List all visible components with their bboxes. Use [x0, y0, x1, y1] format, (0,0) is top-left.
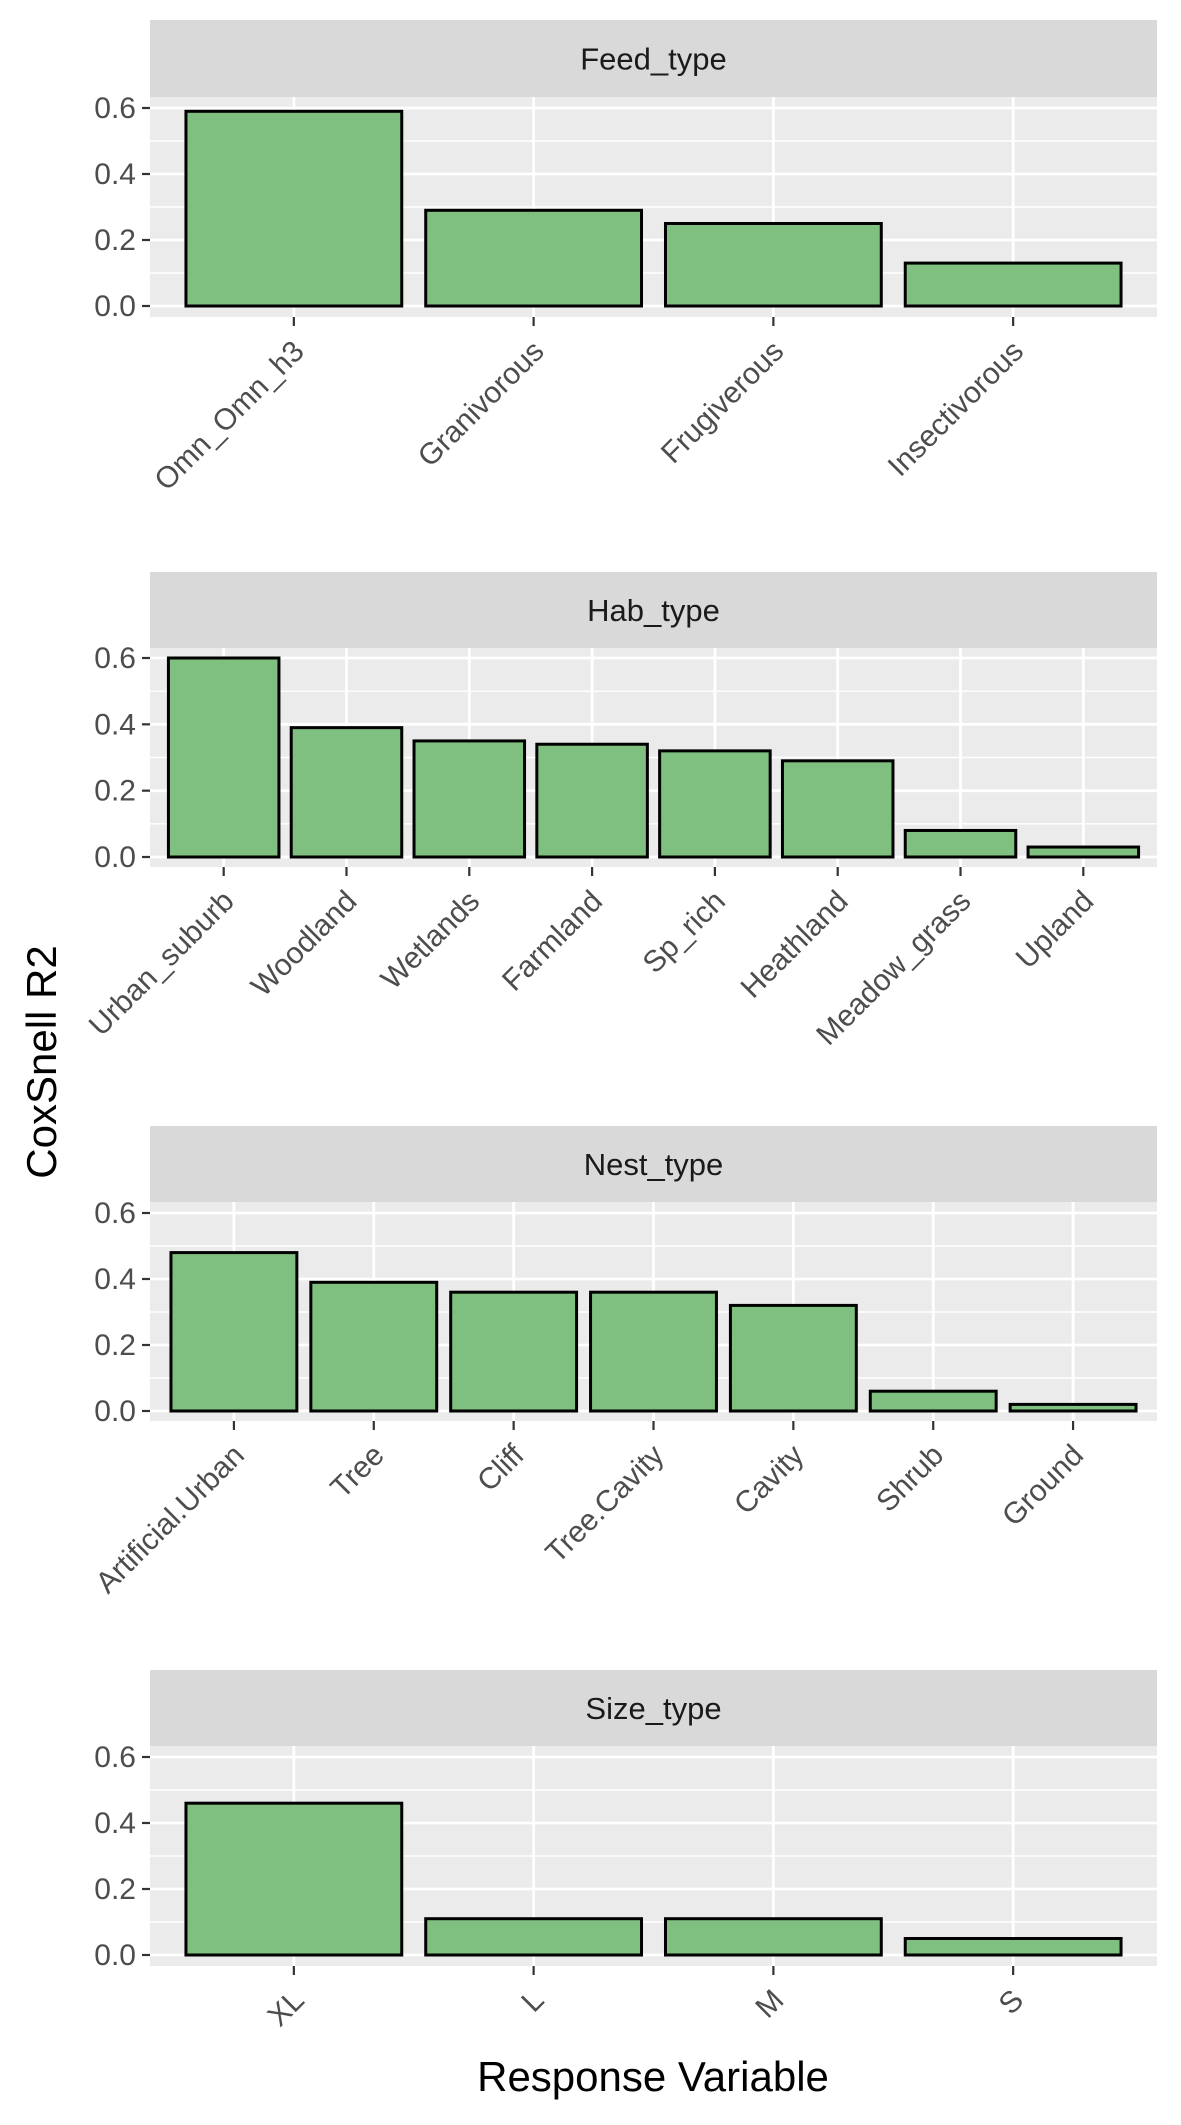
facet-title: Hab_type: [587, 593, 720, 628]
y-tick-label: 0.2: [94, 1329, 136, 1362]
x-tick-label: Heathland: [735, 885, 855, 1005]
y-tick-label: 0.2: [94, 1873, 136, 1906]
y-tick-label: 0.0: [94, 841, 136, 874]
y-tick-label: 0.6: [94, 92, 136, 125]
bar-Cliff: [449, 1290, 579, 1413]
x-tick-label: Insectivorous: [882, 335, 1030, 483]
bar-XL: [184, 1801, 404, 1957]
bar-Sp_rich: [658, 749, 772, 859]
y-tick-label: 0.4: [94, 158, 136, 191]
x-tick-label: Farmland: [496, 885, 609, 998]
facet-strip: [150, 1670, 1157, 1746]
y-tick-label: 0.2: [94, 775, 136, 808]
x-tick-label: Tree: [325, 1439, 391, 1505]
bar-Farmland: [535, 742, 649, 859]
x-tick-label: Artificial.Urban: [90, 1439, 251, 1600]
facet-panel-1: Hab_type 0.0 0.2 0.4 0.6 Urban_suburb Woodland…: [83, 572, 1157, 1052]
facet-strip: [150, 572, 1157, 648]
bar-L: [424, 1917, 644, 1957]
x-tick-label: Woodland: [245, 885, 363, 1003]
bar-Frugiverous: [663, 222, 883, 308]
x-tick-label: M: [749, 1984, 790, 2025]
bar-Woodland: [289, 726, 404, 859]
facet-strip: [150, 20, 1157, 97]
facet-panel-2: Nest_type 0.0 0.2 0.4 0.6 Artificial.Urban Tre…: [90, 1126, 1157, 1600]
bar-Shrub: [868, 1389, 998, 1413]
y-tick-label: 0.0: [94, 290, 136, 323]
bar-Meadow_grass: [903, 828, 1018, 859]
x-tick-label: Granivorous: [412, 335, 551, 474]
bar-Urban_suburb: [166, 656, 281, 859]
bar-Heathland: [780, 759, 895, 859]
x-tick-label: Upland: [1010, 885, 1101, 976]
facet-title: Size_type: [585, 1691, 721, 1726]
facet-panel-0: Feed_type 0.0 0.2 0.4 0.6 Omn_Omn_h3 Granivoro…: [94, 20, 1157, 497]
y-tick-label: 0.4: [94, 708, 136, 741]
y-tick-label: 0.4: [94, 1263, 136, 1296]
x-tick-label: Cliff: [471, 1438, 531, 1498]
x-tick-label: Frugiverous: [655, 335, 790, 470]
facet-title: Feed_type: [580, 42, 727, 77]
bar-Granivorous: [424, 208, 644, 308]
x-tick-label: Shrub: [870, 1439, 950, 1519]
bar-M: [663, 1917, 883, 1957]
facet-panels: Feed_type 0.0 0.2 0.4 0.6 Omn_Omn_h3 Granivoro…: [83, 20, 1157, 2033]
x-tick-label: Ground: [996, 1439, 1090, 1533]
y-axis-title: CoxSnell R2: [18, 945, 65, 1178]
bar-Upland: [1026, 845, 1141, 859]
facet-panel-3: Size_type 0.0 0.2 0.4 0.6 XL L M S: [94, 1670, 1157, 2033]
x-tick-label: Wetlands: [375, 885, 486, 996]
bar-Insectivorous: [903, 261, 1123, 308]
y-tick-label: 0.0: [94, 1395, 136, 1428]
y-tick-label: 0.0: [94, 1939, 136, 1972]
y-tick-label: 0.6: [94, 642, 136, 675]
x-tick-label: Tree.Cavity: [539, 1439, 670, 1570]
x-axis-title: Response Variable: [477, 2053, 829, 2100]
bar-Ground: [1008, 1402, 1138, 1413]
x-tick-label: XL: [262, 1984, 311, 2033]
y-tick-label: 0.6: [94, 1741, 136, 1774]
facet-title: Nest_type: [584, 1147, 724, 1182]
y-tick-label: 0.6: [94, 1197, 136, 1230]
x-tick-label: Omn_Omn_h3: [148, 335, 310, 497]
y-tick-label: 0.4: [94, 1807, 136, 1840]
x-tick-label: Sp_rich: [637, 885, 732, 980]
x-tick-label: S: [993, 1984, 1030, 2021]
bar-Tree.Cavity: [589, 1290, 718, 1413]
bar-Cavity: [728, 1303, 858, 1413]
facet-strip: [150, 1126, 1157, 1202]
bar-Tree: [309, 1280, 439, 1413]
x-tick-label: L: [515, 1984, 550, 2019]
bar-Wetlands: [412, 739, 527, 859]
bar-Omn_Omn_h3: [184, 109, 404, 308]
x-tick-label: Urban_suburb: [83, 885, 241, 1043]
bar-Artificial.Urban: [169, 1251, 299, 1413]
x-tick-label: Cavity: [728, 1439, 810, 1521]
y-tick-label: 0.2: [94, 224, 136, 257]
bar-S: [903, 1937, 1123, 1957]
